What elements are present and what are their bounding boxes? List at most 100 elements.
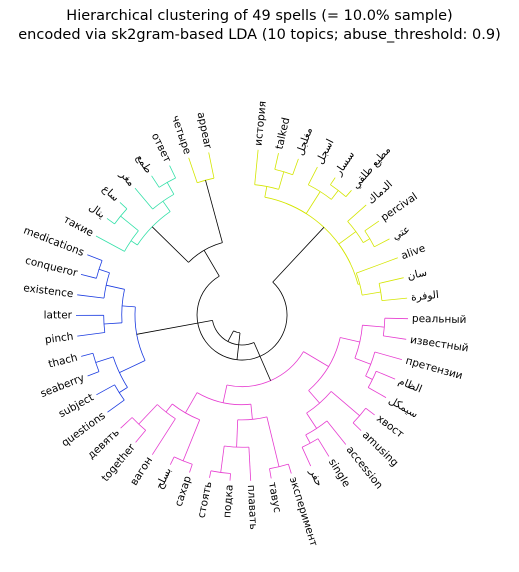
leaf-label: вагон [128, 455, 155, 488]
dendrogram-branch [364, 220, 380, 232]
dendrogram-branch [80, 274, 97, 279]
dendrogram-branch [151, 175, 160, 188]
dendrogram-branch [354, 357, 371, 365]
dendrogram-arc [306, 391, 332, 414]
dendrogram-arc [352, 407, 367, 424]
leaf-label: existence [23, 282, 74, 300]
figure-title-line-1: Hierarchical clustering of 49 spells (= … [66, 8, 453, 24]
dendrogram-root-branch [205, 180, 223, 243]
dendrogram-branch [326, 420, 347, 445]
dendrogram-branch [365, 375, 373, 380]
leaf-label: مغلجل [294, 126, 315, 157]
dendrogram-branch [264, 186, 268, 198]
dendrogram-root-branch [227, 330, 234, 342]
dendrogram-branch [379, 277, 404, 284]
dendrogram-branch [330, 177, 336, 185]
dendrogram-branch [122, 305, 136, 308]
dendrogram-branch [274, 153, 279, 170]
dendrogram-branch [236, 419, 239, 448]
dendrogram-links [75, 149, 409, 481]
dendrogram-branch [362, 238, 371, 243]
dendrogram-branch [308, 390, 320, 404]
leaf-label: سسار [332, 149, 357, 178]
dendrogram-root-branch [253, 342, 271, 381]
dendrogram-root-arc [196, 275, 288, 361]
leaf-label: الوفرة [410, 289, 439, 304]
dendrogram-arc [274, 169, 293, 176]
dendrogram-branch [118, 387, 128, 393]
leaf-label: الظام [396, 375, 423, 396]
dendrogram-branch [120, 215, 139, 232]
leaf-label: subject [57, 391, 96, 420]
dendrogram-arc [308, 184, 332, 200]
leaf-label: appear [195, 111, 214, 150]
dendrogram-branch [107, 399, 125, 413]
leaf-label: ответ [149, 131, 173, 164]
dendrogram-branch [307, 166, 318, 185]
leaf-label: طمع [133, 152, 154, 175]
dendrogram-branch [135, 430, 147, 443]
leaf-label: история [253, 100, 269, 146]
leaf-label: подка [221, 484, 235, 518]
dendrogram-branch [254, 149, 259, 185]
leaf-label: مغر [117, 168, 137, 189]
dendrogram-branch [278, 171, 285, 190]
dendrogram-root-arc [233, 330, 241, 334]
leaf-label: الدماك [365, 178, 395, 206]
dendrogram-branch [384, 317, 409, 320]
leaf-label: سان [406, 267, 428, 283]
dendrogram-branch [305, 191, 321, 214]
dendrogram-branch [338, 231, 357, 245]
leaf-label: такие [61, 214, 95, 240]
dendrogram-branch [188, 157, 198, 183]
dendrogram-branch [95, 356, 114, 363]
dendrogram-arc [224, 445, 249, 448]
dendrogram-branch [134, 187, 154, 210]
dendrogram-branch [229, 473, 231, 481]
leaf-label: тавус [266, 481, 283, 514]
dendrogram-root-branch [136, 320, 213, 335]
leaf-label: хвост [374, 413, 406, 441]
dendrogram-branch [222, 384, 228, 403]
leaf-label: اسجل [314, 137, 337, 166]
dendrogram-branch [182, 419, 201, 462]
dendrogram-arc [354, 325, 363, 359]
dendrogram-branch [162, 200, 171, 212]
dendrogram-branch [95, 235, 125, 252]
leaf-label: четыре [169, 114, 193, 156]
dendrogram-branch [220, 445, 225, 473]
dendrogram-branch [374, 238, 390, 248]
dendrogram-arc [121, 289, 125, 323]
dendrogram-branch [209, 470, 212, 478]
dendrogram-branch [87, 371, 100, 377]
leaf-label: بسلح [153, 466, 174, 492]
leaf-label: претензии [404, 355, 464, 382]
leaf-label: talked [274, 116, 293, 150]
leaf-label: ينال [86, 201, 107, 221]
leaf-label: latter [44, 309, 73, 321]
leaf-label: seaberry [39, 372, 86, 400]
dendrogram-arc [103, 315, 106, 333]
dendrogram-branch [250, 404, 253, 420]
dendrogram-arc [137, 211, 171, 246]
dendrogram-branch [362, 324, 385, 328]
dendrogram-arc [264, 196, 307, 214]
dendrogram-root-arc [212, 320, 255, 346]
dendrogram-arc [382, 318, 386, 336]
dendrogram-branch [383, 335, 407, 340]
dendrogram-branch [356, 257, 398, 274]
dendrogram-branch [166, 182, 175, 195]
dendrogram-arc [157, 404, 176, 420]
dendrogram-branch [96, 384, 115, 396]
dendrogram-branch [292, 158, 299, 175]
dendrogram-branch [106, 218, 115, 225]
dendrogram-root-branch [236, 332, 241, 360]
dendrogram-branch [106, 284, 125, 290]
dendrogram-branch [165, 403, 173, 413]
dendrogram-arc [254, 184, 279, 190]
leaf-label: conqueror [24, 255, 79, 280]
leaf-label: известный [409, 334, 469, 354]
leaf-label: سيمكل [386, 394, 420, 420]
